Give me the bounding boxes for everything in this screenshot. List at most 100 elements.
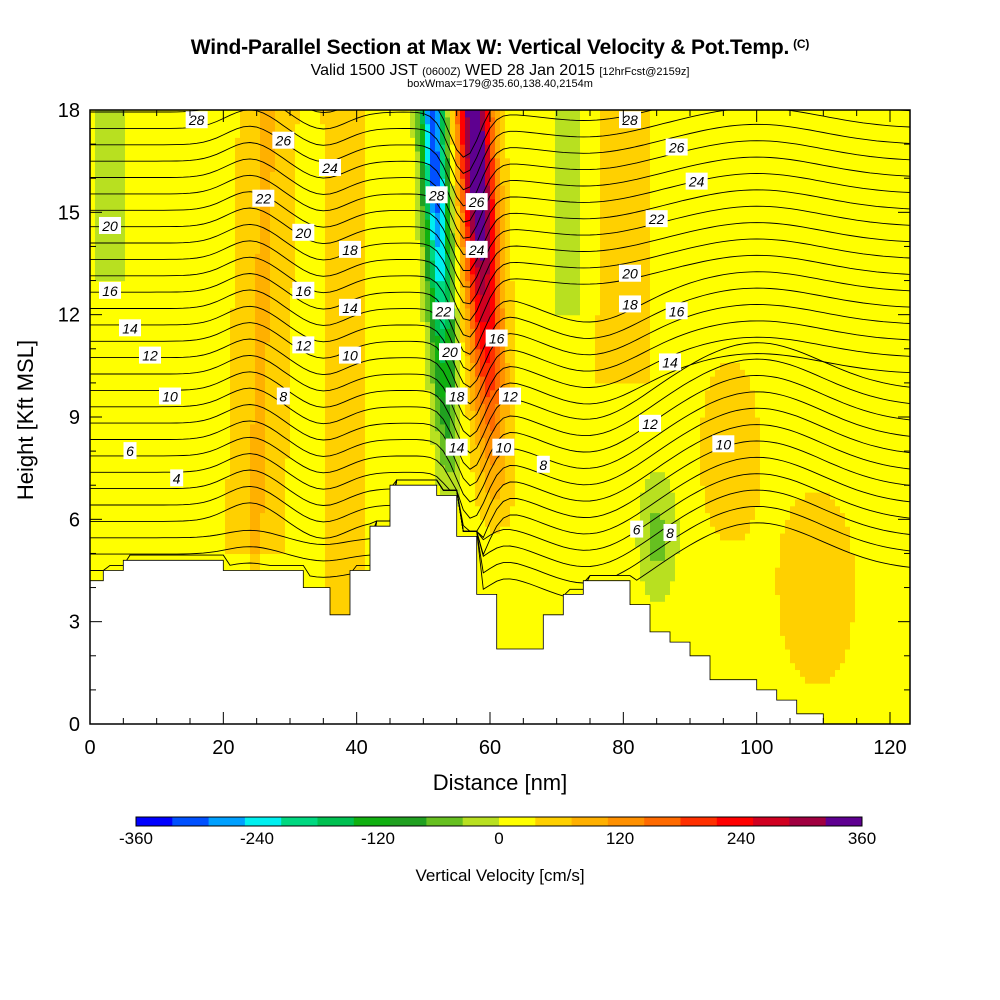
- velocity-cell: [285, 410, 291, 418]
- velocity-cell: [305, 389, 311, 398]
- velocity-cell: [340, 532, 346, 541]
- velocity-cell: [360, 444, 366, 452]
- velocity-cell: [245, 546, 251, 555]
- velocity-cell: [305, 423, 311, 432]
- velocity-cell: [335, 567, 341, 575]
- velocity-cell: [225, 485, 231, 493]
- velocity-cell: [165, 246, 171, 254]
- velocity-cell: [205, 539, 211, 548]
- velocity-cell: [340, 451, 346, 459]
- velocity-cell: [125, 423, 131, 432]
- velocity-cell: [110, 376, 116, 384]
- velocity-cell: [105, 301, 111, 309]
- velocity-cell: [130, 505, 136, 514]
- velocity-cell: [195, 260, 201, 268]
- velocity-cell: [110, 144, 116, 152]
- velocity-cell: [170, 376, 176, 384]
- velocity-cell: [225, 526, 231, 534]
- velocity-cell: [245, 239, 251, 248]
- velocity-cell: [100, 253, 106, 261]
- velocity-cell: [215, 328, 221, 336]
- velocity-cell: [100, 492, 106, 500]
- velocity-cell: [230, 287, 236, 295]
- velocity-cell: [265, 273, 271, 282]
- velocity-cell: [310, 328, 316, 336]
- velocity-cell: [280, 417, 286, 425]
- velocity-cell: [180, 505, 186, 514]
- velocity-cell: [135, 171, 141, 179]
- velocity-cell: [185, 485, 191, 493]
- velocity-cell: [335, 110, 341, 118]
- velocity-cell: [265, 294, 271, 302]
- velocity-cell: [225, 478, 231, 486]
- velocity-cell: [225, 205, 231, 213]
- velocity-cell: [145, 539, 151, 548]
- velocity-cell: [220, 157, 226, 166]
- velocity-cell: [355, 335, 361, 343]
- velocity-cell: [180, 539, 186, 548]
- velocity-cell: [190, 417, 196, 425]
- velocity-cell: [170, 198, 176, 207]
- velocity-cell: [315, 328, 321, 336]
- velocity-cell: [215, 526, 221, 534]
- velocity-cell: [180, 137, 186, 145]
- velocity-cell: [110, 212, 116, 220]
- velocity-cell: [230, 444, 236, 452]
- velocity-cell: [140, 164, 146, 172]
- velocity-cell: [235, 355, 241, 364]
- velocity-cell: [115, 123, 121, 132]
- velocity-cell: [175, 553, 181, 561]
- velocity-cell: [95, 123, 101, 132]
- velocity-cell: [260, 526, 266, 534]
- velocity-cell: [260, 410, 266, 418]
- velocity-cell: [155, 532, 161, 541]
- velocity-cell: [305, 130, 311, 138]
- velocity-cell: [335, 389, 341, 398]
- velocity-cell: [300, 492, 306, 500]
- velocity-cell: [320, 110, 326, 118]
- velocity-cell: [215, 280, 221, 288]
- velocity-cell: [320, 389, 326, 398]
- velocity-cell: [320, 150, 326, 159]
- velocity-cell: [335, 307, 341, 316]
- velocity-cell: [175, 246, 181, 254]
- velocity-cell: [220, 369, 226, 377]
- velocity-cell: [125, 382, 131, 391]
- velocity-cell: [250, 539, 256, 548]
- velocity-cell: [190, 526, 196, 534]
- velocity-cell: [110, 382, 116, 391]
- velocity-cell: [335, 396, 341, 404]
- velocity-cell: [335, 519, 341, 527]
- velocity-cell: [95, 150, 101, 159]
- velocity-cell: [150, 546, 156, 555]
- velocity-cell: [285, 553, 291, 561]
- velocity-cell: [230, 280, 236, 288]
- velocity-cell: [230, 519, 236, 527]
- velocity-cell: [95, 464, 101, 473]
- velocity-cell: [205, 266, 211, 275]
- velocity-cell: [310, 403, 316, 411]
- velocity-cell: [200, 144, 206, 152]
- velocity-cell: [90, 451, 96, 459]
- velocity-cell: [185, 519, 191, 527]
- velocity-cell: [200, 164, 206, 172]
- velocity-cell: [195, 389, 201, 398]
- velocity-cell: [220, 464, 226, 473]
- velocity-cell: [355, 478, 361, 486]
- velocity-cell: [280, 526, 286, 534]
- velocity-cell: [255, 130, 261, 138]
- velocity-cell: [195, 198, 201, 207]
- velocity-cell: [275, 321, 281, 329]
- velocity-cell: [265, 246, 271, 254]
- velocity-cell: [320, 130, 326, 138]
- velocity-cell: [170, 164, 176, 172]
- velocity-cell: [235, 205, 241, 213]
- velocity-cell: [130, 185, 136, 193]
- velocity-cell: [205, 430, 211, 439]
- velocity-cell: [115, 191, 121, 200]
- velocity-cell: [245, 266, 251, 275]
- velocity-cell: [335, 410, 341, 418]
- velocity-cell: [180, 355, 186, 364]
- velocity-cell: [215, 287, 221, 295]
- velocity-cell: [305, 123, 311, 132]
